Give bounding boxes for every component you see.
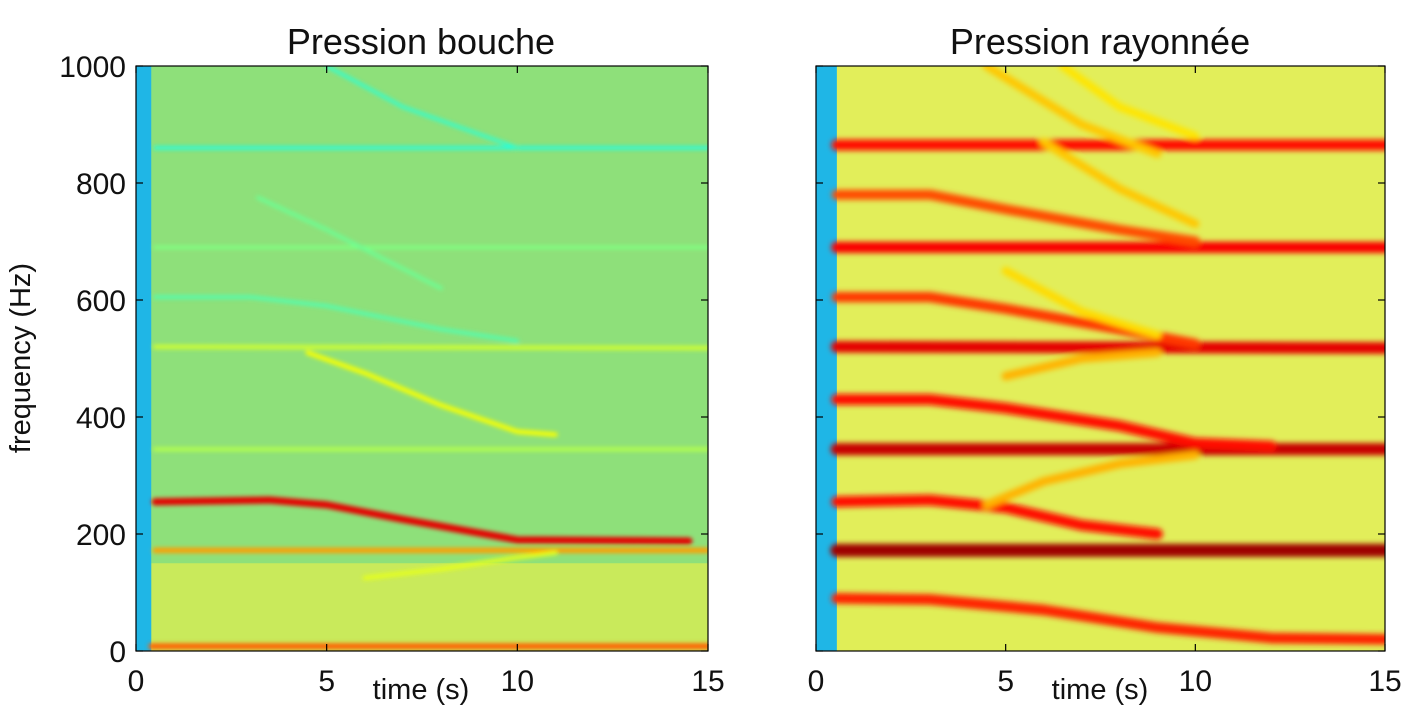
harmonic-track [1039,138,1200,228]
harmonic-track [831,494,1163,540]
y-tick-label: 1000 [59,51,126,84]
x-tick-label: 10 [1179,665,1212,698]
silence-region [136,66,152,651]
y-tick-label: 800 [76,168,126,201]
x-tick-label: 5 [318,665,335,698]
x-tick-label: 5 [997,665,1014,698]
left-y-ticks: 0 200 400 600 800 1000 [59,51,708,669]
y-tick-label: 600 [76,285,126,318]
harmonic-track [1001,348,1162,381]
left-chart-title: Pression bouche [287,21,555,62]
left-x-axis-label: time (s) [373,674,470,706]
harmonic-track [153,344,708,351]
silence-region [816,66,837,651]
harmonic-track [831,394,1277,452]
harmonic-track [831,189,1201,247]
harmonic-track [256,195,443,291]
right-x-ticks: 0 5 10 15 [808,66,1402,698]
left-panel: Pression bouche 0 5 10 15 0 200 400 600 800 1000… [5,21,725,706]
y-tick-label: 400 [76,402,126,435]
left-plot-area [135,65,709,652]
right-panel: Pression rayonnée 0 5 10 15 time (s) [808,21,1402,706]
x-tick-label: 0 [808,665,825,698]
harmonic-track [1058,66,1200,141]
harmonic-track [362,550,558,581]
x-tick-label: 15 [1368,665,1401,698]
right-y-ticks [816,65,1385,652]
harmonic-track [325,66,519,150]
right-plot-area [815,65,1386,652]
harmonic-track [831,593,1385,645]
plot-frame [815,65,1386,652]
x-tick-label: 0 [128,665,145,698]
harmonic-tracks [830,66,1385,645]
x-tick-label: 15 [691,665,724,698]
x-tick-label: 10 [501,665,534,698]
right-chart-title: Pression rayonnée [950,21,1250,62]
y-tick-label: 0 [109,636,126,669]
harmonic-track [831,340,1385,354]
y-tick-label: 200 [76,519,126,552]
harmonic-track [1001,266,1162,340]
left-x-ticks: 0 5 10 15 [128,66,725,698]
harmonic-track [153,295,519,343]
spectrogram-background [136,66,708,651]
harmonic-track [305,350,558,437]
right-x-axis-label: time (s) [1052,674,1149,706]
plot-frame [135,65,709,652]
y-axis-label: frequency (Hz) [5,263,37,453]
harmonic-track [151,496,693,545]
harmonic-track [982,450,1200,510]
harmonic-tracks [148,66,708,650]
low-frequency-band [151,563,708,651]
harmonic-track [982,66,1162,158]
